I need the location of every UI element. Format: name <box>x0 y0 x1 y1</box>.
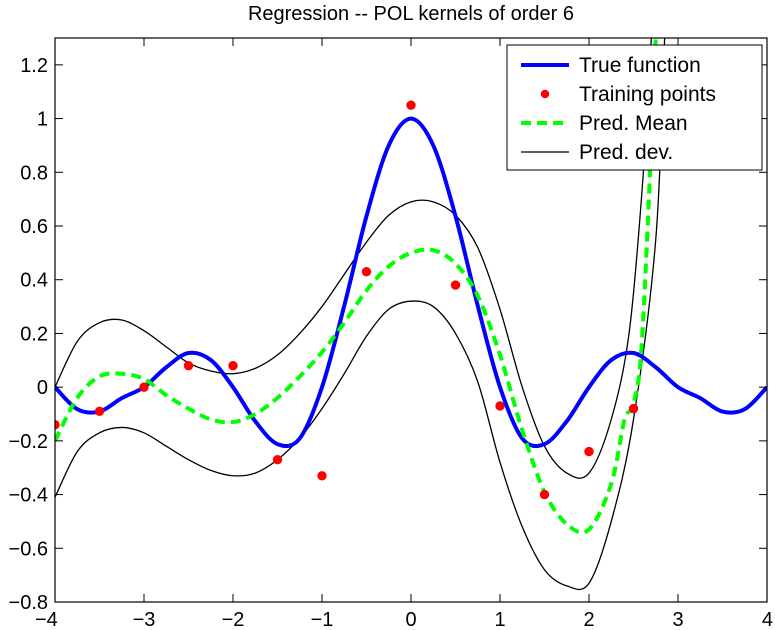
training-point <box>139 382 149 392</box>
y-tick-label: 0.8 <box>20 162 48 184</box>
training-point <box>628 403 639 414</box>
legend-label: True function <box>579 54 701 77</box>
x-tick-label: −1 <box>311 609 334 630</box>
training-point <box>584 446 594 457</box>
ticks-layer: −4 −3 −2 −1 0 1 2 3 4 −0.8 −0.6 −0.4 −0.2 0 0.2 0.4 0.6 0… <box>9 38 773 630</box>
training-point <box>55 420 60 430</box>
training-point <box>228 360 238 371</box>
legend-swatch <box>540 89 550 99</box>
y-tick-label: −0.8 <box>9 592 48 614</box>
training-point <box>539 489 550 500</box>
training-point <box>317 471 327 481</box>
y-tick-label: −0.6 <box>9 538 48 560</box>
training-point <box>183 360 194 371</box>
y-tick-label: 1.2 <box>20 55 48 77</box>
y-tick-label: 1 <box>37 109 48 131</box>
legend-label: Pred. dev. <box>579 141 673 164</box>
training-point <box>94 406 105 417</box>
series-line-pred-dev-lower <box>55 38 666 591</box>
series-line-true-function <box>55 116 767 449</box>
x-tick-label: −2 <box>222 609 245 630</box>
training-point <box>495 401 505 411</box>
x-tick-label: −3 <box>133 609 156 630</box>
series-line-pred-dev-upper <box>55 38 652 479</box>
legend-label: Pred. Mean <box>579 112 688 135</box>
y-tick-label: 0 <box>37 377 48 399</box>
y-tick-label: 0.4 <box>20 270 48 292</box>
legend: True function Training points Pred. Mean Pr… <box>506 44 763 171</box>
y-tick-label: 0.2 <box>20 323 48 345</box>
series-line-pred-mean <box>55 38 658 535</box>
x-tick-label: 3 <box>672 609 683 630</box>
y-tick-label: −0.4 <box>9 485 48 507</box>
series-layer <box>55 38 767 591</box>
x-tick-label: −4 <box>35 609 58 630</box>
x-tick-label: 2 <box>583 609 594 630</box>
y-tick-label: −0.2 <box>9 431 48 453</box>
legend-label: Training points <box>579 83 716 106</box>
y-tick-label: 0.6 <box>20 216 48 238</box>
plot-frame <box>54 37 768 603</box>
x-tick-label: 4 <box>762 609 773 630</box>
training-point <box>406 100 416 110</box>
training-point <box>272 454 283 465</box>
training-point <box>361 266 372 277</box>
x-tick-label: 1 <box>494 609 505 630</box>
training-point <box>450 280 461 290</box>
chart-title: Regression -- POL kernels of order 6 <box>248 3 574 25</box>
x-tick-label: 0 <box>405 609 416 630</box>
